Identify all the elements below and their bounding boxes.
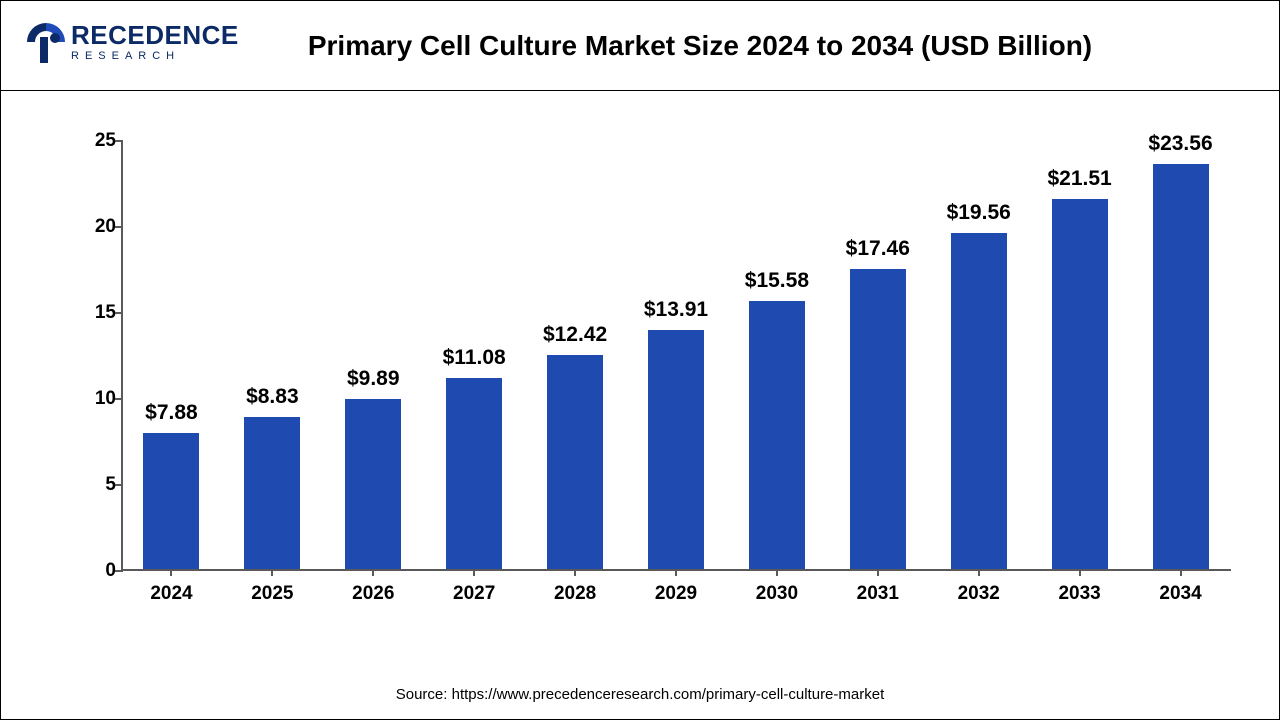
- chart-area: 0510152025 $7.882024$8.832025$9.892026$1…: [61, 131, 1241, 611]
- bar-value-label: $12.42: [543, 323, 607, 347]
- x-tick-mark: [978, 569, 980, 576]
- y-tick-label: 20: [61, 216, 116, 238]
- bar: [244, 417, 300, 569]
- bar-slot: $21.512033: [1029, 141, 1130, 569]
- bar-value-label: $9.89: [347, 367, 400, 391]
- bar-slot: $19.562032: [928, 141, 1029, 569]
- chart-frame: RECEDENCE RESEARCH Primary Cell Culture …: [0, 0, 1280, 720]
- bar-slot: $9.892026: [323, 141, 424, 569]
- bar-value-label: $23.56: [1148, 132, 1212, 156]
- logo-dot: [50, 33, 60, 43]
- bar: [547, 355, 603, 569]
- bar-value-label: $11.08: [443, 346, 506, 370]
- y-tick-label: 5: [61, 474, 116, 496]
- y-tick-label: 0: [61, 560, 116, 582]
- logo-mark-icon: [23, 19, 69, 65]
- x-category-label: 2032: [958, 583, 1000, 605]
- x-category-label: 2031: [857, 583, 899, 605]
- y-tick-label: 10: [61, 388, 116, 410]
- bar-value-label: $15.58: [745, 269, 809, 293]
- x-category-label: 2025: [251, 583, 293, 605]
- bar-value-label: $21.51: [1047, 167, 1111, 191]
- bar-value-label: $13.91: [644, 298, 708, 322]
- bar-value-label: $17.46: [846, 237, 910, 261]
- bar: [951, 233, 1007, 569]
- bar-value-label: $19.56: [947, 201, 1011, 225]
- x-tick-mark: [776, 569, 778, 576]
- x-tick-mark: [1079, 569, 1081, 576]
- x-tick-mark: [574, 569, 576, 576]
- bar-slot: $13.912029: [626, 141, 727, 569]
- bar: [648, 330, 704, 569]
- x-tick-mark: [170, 569, 172, 576]
- bar: [749, 301, 805, 569]
- bars-container: $7.882024$8.832025$9.892026$11.082027$12…: [121, 141, 1231, 569]
- x-category-label: 2033: [1058, 583, 1100, 605]
- logo-brand-main: RECEDENCE: [71, 22, 239, 48]
- bar: [345, 399, 401, 569]
- x-tick-mark: [1180, 569, 1182, 576]
- bar-slot: $12.422028: [525, 141, 626, 569]
- bar: [143, 433, 199, 569]
- logo-text: RECEDENCE RESEARCH: [71, 22, 239, 62]
- y-tick-label: 15: [61, 302, 116, 324]
- bar: [1052, 199, 1108, 569]
- source-text: Source: https://www.precedenceresearch.c…: [1, 686, 1279, 703]
- y-tick-label: 25: [61, 130, 116, 152]
- logo-stem: [40, 37, 48, 63]
- bar-value-label: $7.88: [145, 401, 198, 425]
- bar-slot: $11.082027: [424, 141, 525, 569]
- x-tick-mark: [372, 569, 374, 576]
- header: RECEDENCE RESEARCH Primary Cell Culture …: [1, 1, 1279, 91]
- x-category-label: 2034: [1159, 583, 1201, 605]
- bar: [850, 269, 906, 569]
- brand-logo: RECEDENCE RESEARCH: [23, 19, 239, 65]
- bar: [446, 378, 502, 569]
- bar-slot: $15.582030: [726, 141, 827, 569]
- bar: [1153, 164, 1209, 569]
- logo-brand-sub: RESEARCH: [71, 50, 239, 62]
- bar-slot: $17.462031: [827, 141, 928, 569]
- x-tick-mark: [271, 569, 273, 576]
- plot-region: $7.882024$8.832025$9.892026$11.082027$12…: [121, 141, 1231, 571]
- x-category-label: 2030: [756, 583, 798, 605]
- x-category-label: 2024: [150, 583, 192, 605]
- bar-slot: $8.832025: [222, 141, 323, 569]
- x-tick-mark: [675, 569, 677, 576]
- x-category-label: 2027: [453, 583, 495, 605]
- x-category-label: 2028: [554, 583, 596, 605]
- bar-slot: $7.882024: [121, 141, 222, 569]
- x-category-label: 2029: [655, 583, 697, 605]
- x-tick-mark: [473, 569, 475, 576]
- bar-value-label: $8.83: [246, 385, 299, 409]
- x-tick-mark: [877, 569, 879, 576]
- x-category-label: 2026: [352, 583, 394, 605]
- bar-slot: $23.562034: [1130, 141, 1231, 569]
